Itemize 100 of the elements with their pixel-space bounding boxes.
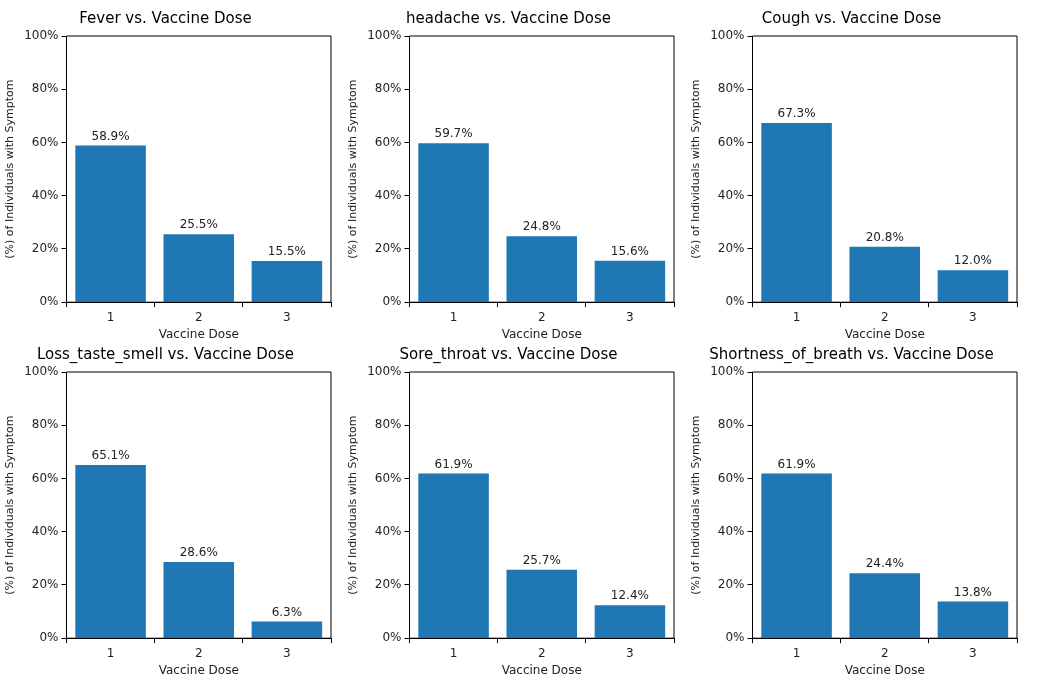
y-axis-title: (%) of Individuals with Symptom (689, 79, 703, 259)
data-label: 12.4% (610, 588, 649, 603)
data-label: 65.1% (91, 448, 130, 463)
bar (75, 464, 146, 638)
data-label: 24.8% (522, 219, 561, 234)
y-tick-label: 40% (717, 523, 745, 538)
y-axis-title: (%) of Individuals with Symptom (346, 415, 360, 595)
bar (418, 143, 489, 302)
y-tick-label: 80% (717, 81, 745, 96)
x-axis-title: Vaccine Dose (158, 326, 239, 341)
y-tick-label: 0% (39, 630, 59, 645)
x-tick-label: 1 (792, 309, 801, 324)
y-tick-label: 80% (374, 417, 402, 432)
data-label: 15.6% (610, 243, 649, 258)
y-tick-label: 60% (374, 470, 402, 485)
y-tick-label: 60% (31, 470, 59, 485)
bar (761, 473, 832, 638)
y-tick-label: 0% (382, 630, 402, 645)
x-tick-label: 2 (880, 309, 889, 324)
y-tick-label: 0% (39, 294, 59, 309)
y-tick-label: 80% (31, 81, 59, 96)
data-label: 15.5% (267, 244, 306, 259)
y-tick-label: 80% (374, 81, 402, 96)
bar (761, 123, 832, 302)
bar (506, 569, 578, 638)
x-tick-label: 1 (449, 645, 458, 660)
y-tick-label: 100% (710, 364, 745, 379)
data-label: 67.3% (777, 106, 816, 121)
x-tick-label: 1 (106, 645, 115, 660)
data-label: 25.7% (522, 552, 561, 567)
y-tick-label: 60% (374, 134, 402, 149)
y-tick-label: 20% (717, 577, 745, 592)
data-label: 13.8% (953, 584, 992, 599)
x-axis-title: Vaccine Dose (501, 662, 582, 677)
y-tick-label: 60% (717, 134, 745, 149)
y-tick-label: 80% (717, 417, 745, 432)
y-tick-label: 20% (374, 241, 402, 256)
y-tick-label: 0% (725, 630, 745, 645)
bar (937, 601, 1009, 638)
x-tick-label: 2 (880, 645, 889, 660)
y-tick-label: 100% (24, 28, 59, 43)
x-tick-label: 2 (194, 309, 203, 324)
bar (251, 621, 323, 638)
data-label: 24.4% (865, 556, 904, 571)
x-tick-label: 3 (969, 309, 977, 324)
data-label: 61.9% (434, 456, 473, 471)
bar (163, 562, 235, 638)
y-tick-label: 40% (31, 523, 59, 538)
y-tick-label: 40% (374, 523, 402, 538)
bar (937, 270, 1009, 302)
y-tick-label: 20% (31, 241, 59, 256)
y-tick-label: 100% (24, 364, 59, 379)
bar (849, 573, 921, 638)
y-tick-label: 60% (717, 470, 745, 485)
y-tick-label: 60% (31, 134, 59, 149)
y-tick-label: 20% (374, 577, 402, 592)
y-tick-label: 100% (710, 28, 745, 43)
data-label: 20.8% (865, 229, 904, 244)
x-tick-label: 1 (449, 309, 458, 324)
y-axis-title: (%) of Individuals with Symptom (689, 415, 703, 595)
x-tick-label: 2 (537, 309, 546, 324)
chart-title: Cough vs. Vaccine Dose (761, 8, 942, 27)
chart-title: Shortness_of_breath vs. Vaccine Dose (709, 344, 994, 364)
chart-title: headache vs. Vaccine Dose (406, 8, 611, 27)
x-tick-label: 2 (537, 645, 546, 660)
y-tick-label: 0% (382, 294, 402, 309)
y-axis-title: (%) of Individuals with Symptom (3, 415, 17, 595)
bar (849, 246, 921, 302)
bar (506, 236, 578, 302)
chart-title: Fever vs. Vaccine Dose (79, 8, 252, 27)
y-axis-title: (%) of Individuals with Symptom (3, 79, 17, 259)
chart-title: Sore_throat vs. Vaccine Dose (399, 344, 618, 364)
x-tick-label: 3 (969, 645, 977, 660)
x-axis-title: Vaccine Dose (158, 662, 239, 677)
bar (594, 605, 666, 638)
data-label: 61.9% (777, 456, 816, 471)
bar (594, 260, 666, 302)
data-label: 28.6% (179, 545, 218, 560)
data-label: 59.7% (434, 126, 473, 141)
y-tick-label: 100% (367, 364, 402, 379)
data-label: 25.5% (179, 217, 218, 232)
y-axis-title: (%) of Individuals with Symptom (346, 79, 360, 259)
bar (418, 473, 489, 638)
x-axis-title: Vaccine Dose (501, 326, 582, 341)
bar (75, 145, 146, 302)
x-tick-label: 3 (626, 645, 634, 660)
x-tick-label: 3 (283, 645, 291, 660)
y-tick-label: 100% (367, 28, 402, 43)
y-tick-label: 20% (31, 577, 59, 592)
x-tick-label: 2 (194, 645, 203, 660)
x-tick-label: 3 (283, 309, 291, 324)
x-tick-label: 1 (106, 309, 115, 324)
data-label: 58.9% (91, 128, 130, 143)
y-tick-label: 20% (717, 241, 745, 256)
y-tick-label: 40% (31, 187, 59, 202)
x-axis-title: Vaccine Dose (844, 326, 925, 341)
bar (163, 234, 235, 302)
y-tick-label: 40% (717, 187, 745, 202)
chart-title: Loss_taste_smell vs. Vaccine Dose (36, 344, 295, 364)
data-label: 6.3% (271, 604, 303, 619)
